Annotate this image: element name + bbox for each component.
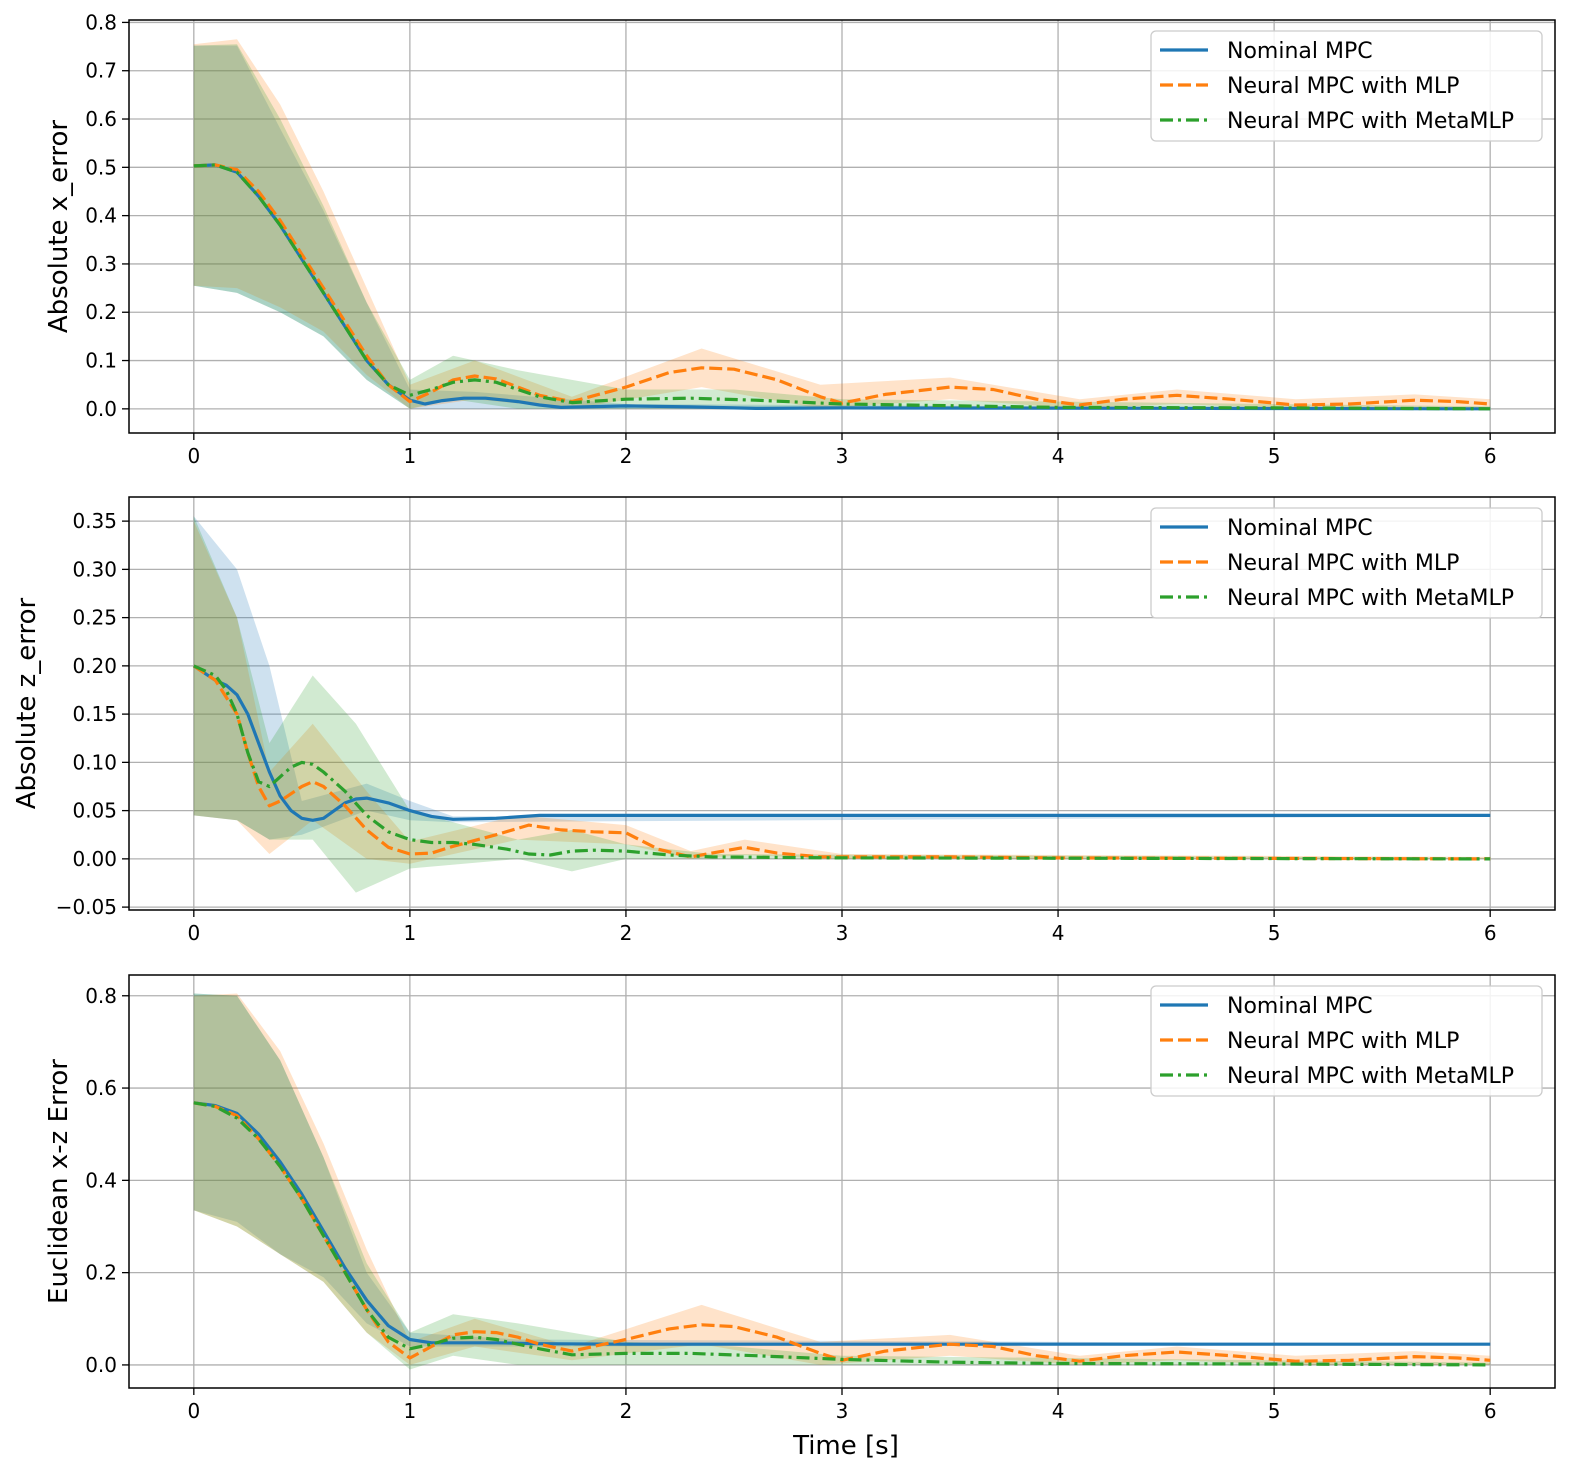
legend: Nominal MPC Neural MPC with MLP Neural MPC… [1150,507,1543,619]
y-tick-label: 0.15 [72,702,117,726]
y-tick-label: 0.35 [72,509,117,533]
x-tick-label: 5 [1268,444,1281,468]
legend-box [1150,985,1543,1097]
y-tick-label: 0.8 [85,10,117,34]
x-tick-label: 2 [620,921,633,945]
y-tick-label: 0.3 [85,252,117,276]
legend-label-mlp: Neural MPC with MLP [1227,1029,1459,1054]
x-tick-label: 6 [1484,921,1497,945]
y-tick-label: 0.30 [72,557,117,581]
x-tick-label: 3 [836,444,849,468]
legend: Nominal MPC Neural MPC with MLP Neural MPC… [1150,30,1543,142]
y-tick-label: 0.00 [72,847,117,871]
panel-z-error: 0 1 2 3 4 5 6 −0.05 0.00 0.05 0.10 0.15 0.20 0.25 0.30… [12,496,1556,945]
panel-x-error: 0 1 2 3 4 5 6 0.0 0.1 0.2 0.3 0.4 0.5 0.6 0.7 0.8 Absolu… [44,10,1556,468]
legend-label-nominal: Nominal MPC [1227,516,1373,541]
x-tick-label: 3 [836,921,849,945]
y-tick-label: 0.6 [85,1076,117,1100]
y-axis-label: Absolute z_error [12,597,42,809]
x-tick-label: 2 [620,444,633,468]
legend-box [1150,507,1543,619]
x-tick-label: 0 [187,1399,200,1423]
y-tick-label: 0.0 [85,397,117,421]
y-tick-label: 0.20 [72,654,117,678]
x-tick-label: 1 [404,444,417,468]
y-tick-label: 0.2 [85,300,117,324]
x-tick-label: 4 [1052,1399,1065,1423]
legend-label-meta: Neural MPC with MetaMLP [1227,586,1514,611]
band-nominal [193,516,1491,840]
series-line-meta [193,664,1491,861]
y-tick-label: 0.4 [85,204,117,228]
legend-label-nominal: Nominal MPC [1227,39,1373,64]
series-line-meta [193,163,1491,411]
plot-area [193,993,1491,1370]
series-line-nominal [193,163,1491,411]
y-tick-label: 0.25 [72,606,117,630]
series-line-nominal [193,1101,1491,1346]
x-tick-label: 3 [836,1399,849,1423]
y-tick-label: 0.6 [85,107,117,131]
x-tick-label: 6 [1484,444,1497,468]
x-tick-label: 0 [187,444,200,468]
x-tick-label: 5 [1268,1399,1281,1423]
x-axis-label: Time [s] [792,1431,899,1461]
y-axis-label: Absolute x_error [44,120,74,334]
series-line-mlp [193,163,1491,407]
series-line-nominal [192,664,1491,822]
legend-label-mlp: Neural MPC with MLP [1227,74,1459,99]
series-line-meta [193,1101,1491,1367]
y-axis-label: Euclidean x-z Error [44,1059,74,1304]
legend-label-mlp: Neural MPC with MLP [1227,551,1459,576]
legend: Nominal MPC Neural MPC with MLP Neural MPC… [1150,985,1543,1097]
y-tick-label: 0.2 [85,1261,117,1285]
y-tick-label: 0.7 [85,59,117,83]
y-tick-label: 0.1 [85,349,117,373]
x-tick-label: 2 [620,1399,633,1423]
x-tick-label: 4 [1052,921,1065,945]
legend-label-meta: Neural MPC with MetaMLP [1227,109,1514,134]
plot-area [193,39,1491,411]
y-tick-label: 0.0 [85,1353,117,1377]
x-tick-label: 4 [1052,444,1065,468]
series-line-mlp [192,664,1491,861]
y-tick-label: −0.05 [56,895,117,919]
y-tick-label: 0.05 [72,799,117,823]
legend-label-meta: Neural MPC with MetaMLP [1227,1064,1514,1089]
y-tick-label: 0.10 [72,750,117,774]
y-tick-label: 0.8 [85,984,117,1008]
x-tick-label: 1 [404,1399,417,1423]
x-tick-label: 0 [187,921,200,945]
y-tick-label: 0.4 [85,1168,117,1192]
x-tick-label: 6 [1484,1399,1497,1423]
x-tick-label: 1 [404,921,417,945]
y-tick-label: 0.5 [85,155,117,179]
plot-area [192,516,1491,893]
panel-euclidean-error: 0 1 2 3 4 5 6 0.0 0.2 0.4 0.6 0.8 Euclidean x-z Erro… [44,974,1556,1423]
legend-label-nominal: Nominal MPC [1227,994,1373,1019]
x-tick-label: 5 [1268,921,1281,945]
legend-box [1150,30,1543,142]
